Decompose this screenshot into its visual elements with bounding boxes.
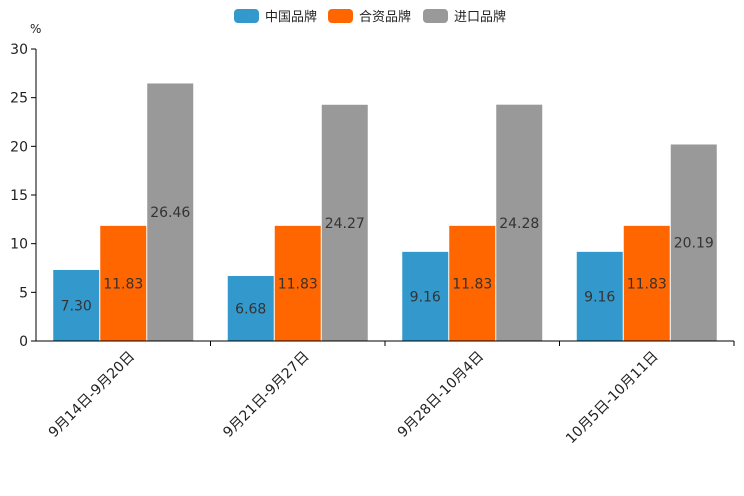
bar-3-3[interactable] xyxy=(496,104,543,341)
bar-3-1[interactable] xyxy=(147,83,194,342)
y-tick-label-1: 5 xyxy=(19,285,28,301)
bar-3-2[interactable] xyxy=(321,104,368,341)
bar-2-4[interactable] xyxy=(623,225,670,341)
value-label-1-3: 9.16 xyxy=(410,289,441,305)
legend-swatch-2[interactable] xyxy=(328,9,353,23)
bars: 7.30 11.83 26.46 6.68 11.83 24.27 9.16 11.83 24.… xyxy=(53,83,717,342)
bar-3-4[interactable] xyxy=(670,144,717,341)
y-tick-label-2: 10 xyxy=(10,237,28,253)
y-axis: 0 5 10 15 20 25 30 xyxy=(10,42,37,350)
bar-2-3[interactable] xyxy=(449,225,496,341)
x-category-label-3: 9月28日-10月4日 xyxy=(395,349,487,441)
value-label-2-3: 11.83 xyxy=(452,276,492,292)
x-category-label-4: 10月5日-10月11日 xyxy=(563,349,662,448)
value-label-1-4: 9.16 xyxy=(584,289,615,305)
value-label-3-1: 26.46 xyxy=(150,205,190,221)
legend-swatch-1[interactable] xyxy=(234,9,259,23)
legend: 中国品牌 合资品牌 进口品牌 xyxy=(234,9,506,25)
bar-1-3[interactable] xyxy=(402,251,449,341)
bar-1-2[interactable] xyxy=(227,275,274,341)
y-tick-label-3: 15 xyxy=(10,188,28,204)
legend-swatch-3[interactable] xyxy=(423,9,448,23)
y-axis-unit-label: % xyxy=(30,22,41,36)
value-label-2-2: 11.83 xyxy=(278,276,318,292)
legend-label-1[interactable]: 中国品牌 xyxy=(265,9,317,25)
bar-1-4[interactable] xyxy=(576,251,623,341)
legend-label-2[interactable]: 合资品牌 xyxy=(359,9,411,25)
value-label-3-4: 20.19 xyxy=(674,236,714,252)
x-axis: 9月14日-9月20日 9月21日-9月27日 9月28日-10月4日 10月5日-1… xyxy=(36,340,735,448)
value-label-2-1: 11.83 xyxy=(103,276,143,292)
value-label-1-2: 6.68 xyxy=(235,301,266,317)
y-tick-label-6: 30 xyxy=(10,42,28,58)
y-tick-label-4: 20 xyxy=(10,139,28,155)
y-tick-label-0: 0 xyxy=(19,334,28,350)
value-label-3-3: 24.28 xyxy=(499,216,539,232)
bar-2-1[interactable] xyxy=(100,225,147,341)
bar-2-2[interactable] xyxy=(274,225,321,341)
legend-label-3[interactable]: 进口品牌 xyxy=(454,9,506,25)
x-category-label-2: 9月21日-9月27日 xyxy=(220,349,312,441)
bar-1-1[interactable] xyxy=(53,269,100,341)
value-label-2-4: 11.83 xyxy=(627,276,667,292)
value-label-1-1: 7.30 xyxy=(61,298,92,314)
value-label-3-2: 24.27 xyxy=(325,216,365,232)
y-tick-label-5: 25 xyxy=(10,91,28,107)
x-category-label-1: 9月14日-9月20日 xyxy=(46,349,138,441)
